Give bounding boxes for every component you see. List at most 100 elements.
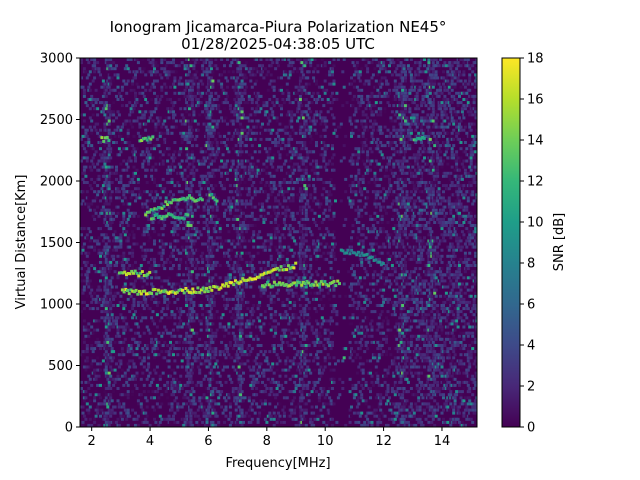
noise-cell [265, 104, 269, 108]
noise-cell [161, 230, 165, 234]
noise-cell [80, 273, 83, 277]
noise-cell [202, 181, 206, 184]
noise-cell [123, 371, 127, 375]
noise-cell [298, 101, 302, 105]
noise-cell [221, 328, 225, 332]
noise-cell [297, 383, 301, 387]
noise-cell [87, 85, 91, 89]
noise-cell [189, 125, 193, 129]
noise-cell [172, 159, 175, 163]
noise-cell [177, 153, 181, 157]
noise-cell [239, 153, 243, 157]
noise-cell [280, 168, 283, 172]
noise-cell [115, 377, 118, 381]
noise-cell [90, 383, 94, 387]
noise-cell [244, 76, 248, 80]
noise-cell [255, 94, 259, 98]
noise-cell [179, 374, 183, 378]
noise-cell [123, 337, 127, 341]
noise-cell [177, 390, 181, 394]
noise-cell [202, 221, 206, 224]
noise-cell [126, 267, 130, 271]
noise-cell [82, 319, 86, 323]
noise-cell [186, 260, 190, 264]
noise-cell [112, 304, 116, 307]
noise-cell [236, 76, 240, 80]
noise-cell [242, 211, 245, 215]
noise-cell [269, 417, 273, 421]
noise-cell [282, 101, 286, 105]
noise-cell [96, 113, 100, 117]
noise-cell [236, 217, 240, 221]
noise-cell [145, 82, 149, 86]
noise-cell [135, 417, 139, 421]
noise-cell [104, 168, 108, 172]
noise-cell [298, 128, 302, 132]
noise-cell [209, 153, 213, 157]
noise-cell [115, 334, 118, 338]
noise-cell [262, 168, 266, 172]
noise-cell [275, 205, 279, 209]
noise-cell [174, 125, 178, 129]
noise-cell [207, 242, 210, 246]
noise-cell [136, 316, 140, 320]
noise-cell [172, 104, 175, 108]
noise-cell [236, 359, 240, 363]
noise-cell [103, 236, 107, 240]
noise-cell [198, 193, 202, 197]
noise-cell [195, 316, 199, 320]
noise-cell [228, 147, 232, 151]
noise-cell [240, 177, 244, 181]
noise-cell [106, 288, 110, 292]
noise-cell [136, 276, 140, 280]
noise-cell [161, 153, 165, 157]
noise-cell [119, 94, 123, 98]
noise-cell [136, 61, 140, 65]
noise-cell [126, 396, 130, 400]
noise-cell [113, 340, 117, 344]
noise-cell [177, 264, 181, 267]
noise-cell [85, 230, 89, 234]
noise-cell [290, 248, 294, 252]
noise-cell [183, 282, 187, 286]
noise-cell [96, 307, 100, 311]
noise-cell [282, 414, 286, 418]
noise-cell [185, 402, 189, 406]
noise-cell [123, 141, 127, 144]
noise-cell [190, 85, 194, 89]
noise-cell [172, 264, 175, 267]
noise-cell [271, 325, 275, 329]
noise-cell [153, 257, 156, 261]
noise-cell [90, 294, 94, 298]
noise-cell [147, 334, 151, 338]
noise-cell [258, 144, 262, 148]
noise-cell [281, 368, 285, 372]
noise-cell [208, 405, 212, 409]
noise-cell [119, 294, 123, 298]
noise-cell [274, 211, 278, 215]
noise-cell [237, 233, 241, 237]
noise-cell [211, 70, 215, 74]
noise-cell [97, 319, 101, 323]
noise-cell [103, 313, 107, 317]
noise-cell [240, 297, 244, 301]
noise-cell [106, 190, 110, 194]
noise-cell [281, 408, 285, 412]
noise-cell [243, 73, 247, 77]
noise-cell [88, 88, 92, 92]
noise-cell [240, 165, 244, 169]
noise-cell [239, 98, 243, 101]
noise-cell [190, 211, 194, 215]
noise-cell [186, 82, 190, 86]
noise-cell [183, 393, 187, 397]
noise-cell [196, 356, 200, 360]
noise-cell [126, 297, 130, 301]
noise-cell [290, 119, 294, 123]
noise-cell [256, 91, 260, 95]
noise-cell [240, 390, 244, 394]
noise-cell [142, 230, 146, 234]
noise-cell [214, 214, 218, 218]
noise-cell [188, 156, 191, 160]
noise-cell [243, 396, 247, 400]
noise-cell [110, 104, 114, 108]
